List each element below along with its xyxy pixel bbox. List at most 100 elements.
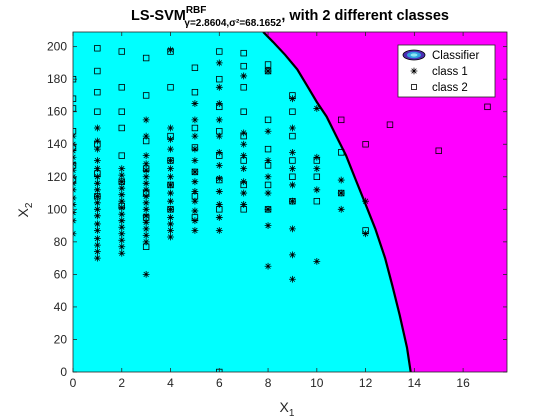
x-tick-label: 8 (265, 376, 272, 390)
class1-point (167, 136, 174, 143)
class1-point (216, 214, 223, 221)
class1-point (118, 250, 125, 257)
class1-point (94, 173, 101, 180)
class1-point (118, 185, 125, 192)
y-tick-label: 100 (47, 202, 67, 216)
class1-point (143, 212, 150, 219)
class1-point (143, 167, 150, 174)
class1-point (192, 227, 199, 234)
class1-point (94, 212, 101, 219)
chart-title: LS-SVMRBF γ=2.8604,σ²=68.1652, with 2 dif… (131, 5, 449, 29)
class1-point (94, 125, 101, 132)
class1-point (313, 154, 320, 161)
y-tick-label: 80 (54, 235, 68, 249)
y-tick-label: 20 (54, 332, 68, 346)
class1-point (94, 193, 101, 200)
class1-point (118, 165, 125, 172)
class1-point (192, 217, 199, 224)
class1-point (216, 175, 223, 182)
class1-point (216, 162, 223, 169)
legend-label-class2: class 2 (432, 82, 468, 94)
class1-point (289, 182, 296, 189)
class1-point (167, 234, 174, 241)
y-axis-label: X2 (15, 202, 35, 217)
y-tick-label: 140 (47, 137, 67, 151)
class1-point (167, 221, 174, 228)
class1-point (289, 251, 296, 258)
class1-point (313, 165, 320, 172)
class1-point (143, 173, 150, 180)
class1-point (289, 149, 296, 156)
class1-point (192, 208, 199, 215)
class1-point (265, 128, 272, 135)
x-tick-label: 10 (310, 376, 324, 390)
class1-point (289, 225, 296, 232)
class1-point (338, 177, 345, 184)
class1-point (289, 198, 296, 205)
class1-point (167, 157, 174, 164)
class1-point (143, 199, 150, 206)
class1-point (216, 60, 223, 67)
class1-point (265, 206, 272, 213)
class1-point (216, 149, 223, 156)
class1-point (94, 248, 101, 255)
y-tick-label: 40 (54, 300, 68, 314)
x-tick-label: 4 (167, 376, 174, 390)
class1-point (240, 178, 247, 185)
class1-point (167, 182, 174, 189)
class1-point (313, 258, 320, 265)
class1-point (94, 227, 101, 234)
chart-title-main: LS-SVM (131, 8, 186, 24)
class1-point (118, 191, 125, 198)
class1-point (265, 173, 272, 180)
class1-point (167, 165, 174, 172)
class1-point (118, 178, 125, 185)
class1-point (338, 190, 345, 197)
class1-point (118, 230, 125, 237)
y-tick-label: 160 (47, 105, 67, 119)
class1-point (167, 206, 174, 213)
class1-point (289, 165, 296, 172)
class1-point (192, 157, 199, 164)
class1-point (313, 186, 320, 193)
x-tick-label: 0 (70, 376, 77, 390)
class1-point (118, 237, 125, 244)
class1-point (94, 242, 101, 249)
class1-point (167, 227, 174, 234)
y-tick-label: 200 (47, 40, 67, 54)
class1-point (338, 206, 345, 213)
class1-point (143, 225, 150, 232)
class1-point (118, 172, 125, 179)
x-tick-label: 14 (408, 376, 422, 390)
class1-point (94, 206, 101, 213)
class1-point (313, 105, 320, 112)
class1-point (192, 146, 199, 153)
y-tick-label: 180 (47, 72, 67, 86)
class1-point (167, 46, 174, 53)
chart-title-superscript: RBF (186, 5, 207, 16)
class1-point (265, 222, 272, 229)
class1-point (94, 235, 101, 242)
class1-point (167, 173, 174, 180)
class1-point (143, 152, 150, 159)
x-tick-label: 6 (216, 376, 223, 390)
class1-point (265, 190, 272, 197)
class1-point (192, 178, 199, 185)
class1-point (216, 188, 223, 195)
class1-point (143, 193, 150, 200)
class1-point (289, 125, 296, 132)
class1-point (94, 221, 101, 228)
y-axis-label-sub: 2 (24, 202, 35, 208)
class1-point (240, 141, 247, 148)
class1-point (216, 116, 223, 123)
chart-title-subscript: γ=2.8604,σ²=68.1652 (184, 18, 281, 29)
y-tick-label: 60 (54, 267, 68, 281)
class1-point (167, 190, 174, 197)
class1-point (94, 186, 101, 193)
class1-point (143, 186, 150, 193)
class1-point (94, 199, 101, 206)
class1-point (240, 165, 247, 172)
class1-point (192, 169, 199, 176)
class1-point (192, 116, 199, 123)
class1-point (94, 138, 101, 145)
